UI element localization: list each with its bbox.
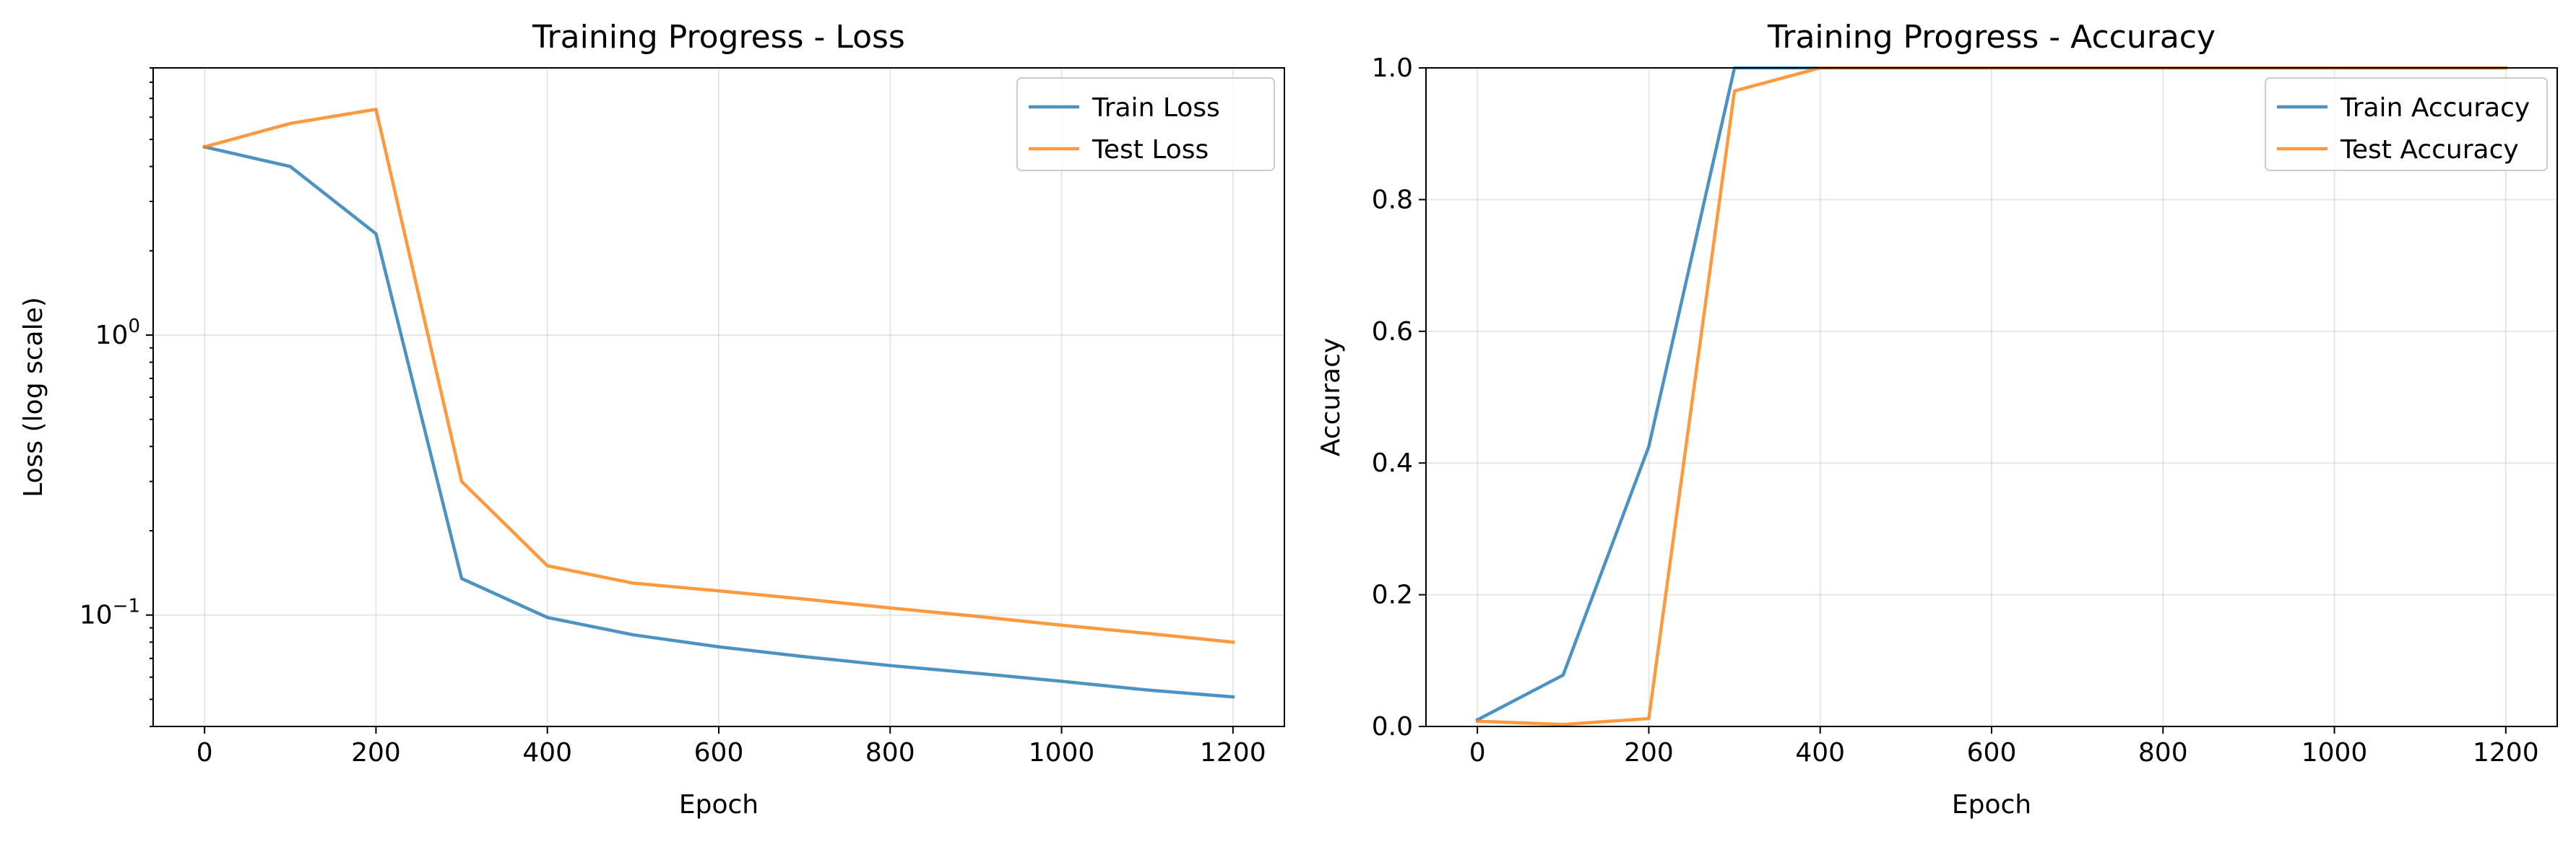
accuracy-x-tick-label: 600 [1967,738,2017,768]
loss-x-tick-label: 1200 [1200,738,1266,768]
accuracy-x-tick-label: 1200 [2473,738,2539,768]
accuracy-x-tick-label: 400 [1795,738,1845,768]
accuracy-x-tick-label: 0 [1469,738,1486,768]
loss-x-tick-label: 800 [865,738,915,768]
accuracy-chart: Training Progress - Accuracy 0 200 400 600 8… [1316,19,2558,820]
loss-series-layer [202,108,1235,699]
loss-legend-label: Test Loss [1092,135,1209,165]
accuracy-legend-label: Test Accuracy [2340,135,2519,165]
accuracy-x-tick-label: 200 [1624,738,1674,768]
loss-series-test-line [202,108,1235,644]
accuracy-y-ticks: 0.0 0.2 0.4 0.6 0.8 1.0 [1372,53,1426,742]
accuracy-x-tick-label: 1000 [2301,738,2368,768]
accuracy-y-tick-label: 0.0 [1372,712,1413,742]
loss-x-tick-label: 1000 [1029,738,1095,768]
loss-legend-box [1016,77,1275,171]
accuracy-x-tick-label: 800 [2138,738,2188,768]
accuracy-y-tick-label: 1.0 [1372,53,1413,83]
loss-legend: Train Loss Test Loss [1016,77,1275,171]
loss-legend-label: Train Loss [1092,93,1220,123]
loss-y-ticks: 10−1 100 [79,67,153,727]
loss-chart: Training Progress - Loss 0 200 400 600 800 10… [19,19,1285,820]
loss-x-tick-label: 0 [196,738,213,768]
accuracy-x-axis-label: Epoch [1952,790,2031,820]
accuracy-y-tick-label: 0.4 [1372,448,1413,478]
loss-x-tick-label: 200 [351,738,401,768]
accuracy-legend-label: Train Accuracy [2340,93,2530,123]
loss-grid [153,68,1284,726]
loss-x-ticks: 0 200 400 600 800 1000 1200 [196,726,1266,768]
accuracy-legend: Train Accuracy Test Accuracy [2265,77,2548,171]
accuracy-chart-title: Training Progress - Accuracy [1767,19,2216,56]
accuracy-x-ticks: 0 200 400 600 800 1000 1200 [1469,726,2539,768]
accuracy-y-tick-label: 0.2 [1372,581,1413,610]
loss-x-tick-label: 400 [522,738,572,768]
accuracy-y-tick-label: 0.6 [1372,317,1413,347]
loss-chart-title: Training Progress - Loss [532,19,905,56]
accuracy-legend-box [2265,77,2548,171]
loss-y-tick-label: 10−1 [79,596,140,630]
accuracy-y-axis-label: Accuracy [1316,338,1346,456]
accuracy-y-tick-label: 0.8 [1372,185,1413,214]
loss-x-tick-label: 600 [694,738,744,768]
loss-series-train-line [202,144,1235,699]
loss-y-tick-label: 100 [95,316,140,350]
loss-x-axis-label: Epoch [679,790,758,820]
loss-y-axis-label: Loss (log scale) [19,297,48,498]
